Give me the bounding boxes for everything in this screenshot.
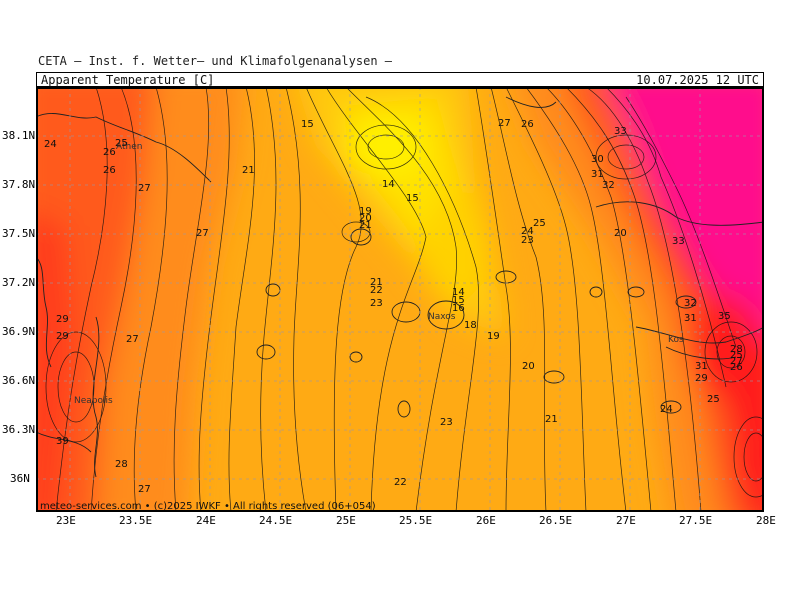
lon-tick-label: 23E xyxy=(56,514,76,527)
place-neapolis: Neapolis xyxy=(74,396,113,406)
lat-tick-label: 36N xyxy=(10,472,30,485)
contour-label: 27 xyxy=(730,356,743,367)
field-se-hot xyxy=(733,407,764,507)
contour-label: 24 xyxy=(521,226,534,237)
header-bar: Apparent_Temperature [C] 10.07.2025 12 U… xyxy=(36,72,764,87)
lon-tick-label: 24E xyxy=(196,514,216,527)
contour-label: 33 xyxy=(614,126,627,137)
lat-tick-label: 36.3N xyxy=(2,423,36,436)
lon-tick-label: 25.5E xyxy=(399,514,433,527)
isotherm-contours xyxy=(45,87,764,512)
contour-label: 21 xyxy=(545,414,558,425)
contour-label: 25 xyxy=(707,394,720,405)
contour-label: 21 xyxy=(370,277,383,288)
field-cool-core xyxy=(346,117,426,177)
contour-label: 15 xyxy=(301,119,314,130)
contour-label: 25 xyxy=(115,138,128,149)
contour-label: 27 xyxy=(196,228,209,239)
contour-label: 24 xyxy=(660,404,673,415)
weather-map: Athen Naxos Neapolis Kos 24 25 26 26 27 … xyxy=(36,87,764,512)
contour-label: 31 xyxy=(684,313,697,324)
parameter-title: Apparent_Temperature [C] xyxy=(41,73,215,87)
lon-tick-label: 25E xyxy=(336,514,356,527)
contour-label: 21 xyxy=(359,220,372,231)
contour-label: 26 xyxy=(730,362,743,373)
coastlines xyxy=(36,96,764,478)
contour-label: 23 xyxy=(521,235,534,246)
contour-label: 25 xyxy=(730,350,743,361)
lon-tick-label: 26.5E xyxy=(539,514,573,527)
contour-label: 27 xyxy=(498,118,511,129)
credit-line: meteo-services.com • (c)2025 IWKF • All … xyxy=(40,501,376,512)
valid-datetime: 10.07.2025 12 UTC xyxy=(636,73,759,87)
contour-label: 30 xyxy=(591,154,604,165)
contour-label: 23 xyxy=(370,298,383,309)
lat-tick-label: 36.9N xyxy=(2,325,36,338)
contour-label: 15 xyxy=(452,295,465,306)
place-naxos: Naxos xyxy=(428,312,456,322)
contour-label: 23 xyxy=(440,417,453,428)
contour-label: 29 xyxy=(56,331,69,342)
lat-tick-label: 37.2N xyxy=(2,276,36,289)
contour-label: 20 xyxy=(614,228,627,239)
map-frame xyxy=(36,87,764,512)
field-kos-hot xyxy=(691,297,761,397)
contour-label: 21 xyxy=(242,165,255,176)
contour-label: 16 xyxy=(452,303,465,314)
contour-label: 29 xyxy=(56,314,69,325)
contour-label: 14 xyxy=(382,179,395,190)
contour-label: 27 xyxy=(138,183,151,194)
contour-label: 27 xyxy=(138,484,151,495)
field-west-edge xyxy=(36,215,76,512)
contour-label: 29 xyxy=(695,373,708,384)
contour-label: 32 xyxy=(602,180,615,191)
contour-label: 25 xyxy=(533,218,546,229)
contour-label: 22 xyxy=(394,477,407,488)
contour-label: 28 xyxy=(115,459,128,470)
contour-label: 39 xyxy=(56,436,69,447)
lon-tick-label: 27E xyxy=(616,514,636,527)
contour-label: 22 xyxy=(370,285,383,296)
contour-label: 35 xyxy=(718,311,731,322)
lon-tick-label: 27.5E xyxy=(679,514,713,527)
contour-label: 14 xyxy=(452,287,465,298)
contour-labels: 24 25 26 26 27 21 15 14 15 19 20 21 27 2… xyxy=(44,118,743,495)
contour-label: 20 xyxy=(522,361,535,372)
contour-label: 19 xyxy=(487,331,500,342)
contour-label: 27 xyxy=(126,334,139,345)
contour-label: 26 xyxy=(521,119,534,130)
place-kos: Kos xyxy=(668,335,684,345)
contour-label: 26 xyxy=(103,165,116,176)
lon-tick-label: 24.5E xyxy=(259,514,293,527)
contour-label: 31 xyxy=(695,361,708,372)
lon-tick-label: 26E xyxy=(476,514,496,527)
lat-tick-label: 37.5N xyxy=(2,227,36,240)
contour-label: 26 xyxy=(103,147,116,158)
lon-tick-label: 28E xyxy=(756,514,776,527)
place-athen: Athen xyxy=(116,142,142,152)
lat-tick-label: 37.8N xyxy=(2,178,36,191)
contour-label: 24 xyxy=(44,139,57,150)
contour-label: 20 xyxy=(359,213,372,224)
lon-tick-label: 23.5E xyxy=(119,514,153,527)
contour-label: 19 xyxy=(359,206,372,217)
source-header: CETA — Inst. f. Wetter— und Klimafolgena… xyxy=(38,54,393,68)
contour-label: 31 xyxy=(591,169,604,180)
lat-tick-label: 36.6N xyxy=(2,374,36,387)
contour-label: 33 xyxy=(672,236,685,247)
contour-label: 15 xyxy=(406,193,419,204)
lat-tick-label: 38.1N xyxy=(2,129,36,142)
contour-label: 28 xyxy=(730,344,743,355)
contour-label: 32 xyxy=(684,298,697,309)
lat-lon-grid xyxy=(36,87,764,512)
contour-label: 18 xyxy=(464,320,477,331)
